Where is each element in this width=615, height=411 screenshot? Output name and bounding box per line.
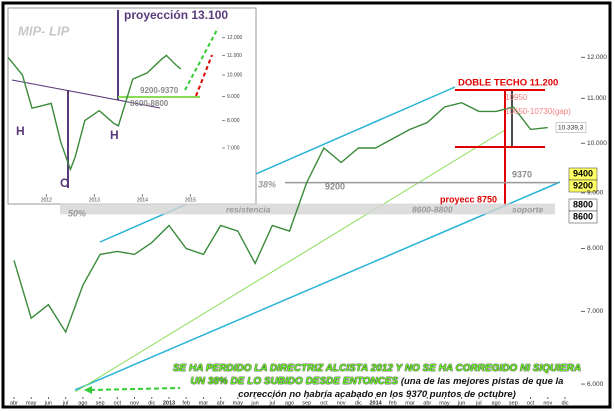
x-tick-label: ago (285, 400, 294, 406)
y-tick-label: 7.000 (587, 308, 604, 315)
arrow-head (84, 386, 92, 394)
y-tick-label: 11.000 (227, 53, 242, 59)
x-tick-label: oct (320, 400, 328, 406)
y-tick-label: 6.000 (587, 381, 604, 388)
arrow (89, 387, 181, 391)
neckline (11, 79, 161, 109)
x-tick-label: nov (130, 400, 139, 406)
y-tick-label: 12.000 (227, 35, 243, 41)
y-tick-label: 9.000 (587, 190, 604, 197)
x-tick-label: abr (10, 400, 18, 406)
x-tick-label: feb (389, 400, 397, 406)
x-tick-label: abr (217, 400, 225, 406)
x-tick-label: sep (96, 400, 105, 406)
x-tick-label: sep (302, 400, 311, 406)
x-tick-label: may (439, 400, 450, 406)
channel-lower (74, 181, 561, 391)
annotation: 38% (258, 179, 276, 189)
price-line (13, 101, 548, 334)
x-tick-label: sep (509, 400, 518, 406)
x-tick-label: 2015 (185, 197, 196, 203)
x-tick-label: may (233, 400, 244, 406)
x-tick-label: 2014 (137, 197, 148, 203)
y-tick-label: 10.000 (587, 140, 607, 147)
annotation: 8600-8800 (130, 99, 169, 108)
footnote: SE HA PERDIDO LA DIRECTRIZ ALCISTA 2012 … (172, 362, 582, 401)
annotation: 8600-8800 (412, 204, 453, 214)
x-tick-label: dic (148, 400, 155, 406)
annotation: resistencia (226, 204, 271, 214)
x-tick-label: jun (250, 400, 258, 406)
x-tick-label: oct (527, 400, 535, 406)
x-tick-label: may (26, 400, 37, 406)
annotation: 9200-9370 (140, 86, 179, 95)
level-label: 8800 (573, 199, 593, 209)
x-tick-label: 2014 (369, 400, 382, 406)
x-tick-label: abr (423, 400, 431, 406)
annotation: C (60, 176, 69, 190)
channel-upper (99, 86, 456, 243)
level-box (568, 210, 598, 224)
y-tick-label: 7.000 (227, 145, 240, 151)
annotation: 10650-10730(gap) (505, 107, 571, 116)
annotation: 10950 (505, 93, 528, 102)
arrow (195, 54, 213, 97)
x-tick-label: oct (114, 400, 122, 406)
price-line (7, 54, 182, 172)
annotation: DOBLE TECHO 11.200 (458, 78, 558, 89)
x-tick-label: mar (405, 400, 415, 406)
x-tick-label: ago (78, 400, 87, 406)
y-tick-label: 8.000 (587, 245, 604, 252)
x-tick-label: jun (44, 400, 52, 406)
y-tick-label: 12.000 (587, 54, 607, 61)
y-tick-label: 10.000 (227, 72, 243, 78)
x-tick-label: jul (475, 400, 482, 406)
x-tick-label: jul (62, 400, 69, 406)
support-band (60, 203, 555, 215)
inset: 7.000 8.000 9.000 10.000 11.000 12.000 2012 201… (7, 7, 257, 205)
annotation: H (16, 124, 25, 138)
x-tick-label: ago (492, 400, 501, 406)
x-tick-label: dic (355, 400, 362, 406)
level-label: 9400 (573, 168, 593, 178)
annotation: 9370 (512, 169, 532, 179)
x-tick-label: jul (269, 400, 276, 406)
y-tick-label: 8.000 (227, 118, 240, 124)
inset-frame (7, 7, 257, 205)
x-tick-label: jun (457, 400, 465, 406)
last-price-label: 10.339,3 (558, 124, 584, 131)
last-price-box (555, 122, 587, 133)
x-tick-label: 2013 (89, 197, 100, 203)
footnote-detail: (una de las mejores pistas de que la cor… (238, 376, 564, 400)
level-label: 8600 (573, 211, 593, 221)
annotation: 50% (68, 208, 86, 218)
trend-line (74, 129, 506, 393)
footnote-headline: SE HA PERDIDO LA DIRECTRIZ ALCISTA 2012 … (172, 363, 582, 387)
y-tick-label: 11.000 (587, 95, 607, 102)
level-box (568, 179, 598, 193)
x-tick-label: 2012 (41, 197, 52, 203)
x-tick-label: nov (337, 400, 346, 406)
x-tick-label: mar (199, 400, 209, 406)
annotation: soporte (512, 204, 543, 214)
annotation: H (110, 128, 119, 142)
annotation: proyección 13.100 (124, 8, 228, 22)
x-tick-label: nov (543, 400, 552, 406)
x-tick-label: 2013 (163, 400, 175, 406)
annotation: proyecc 8750 (440, 194, 497, 204)
arrow (184, 27, 219, 91)
annotation: 9200 (325, 181, 345, 191)
x-tick-label: feb (182, 400, 190, 406)
y-tick-label: 9.000 (227, 94, 240, 100)
annotation: MIP- LIP (18, 23, 70, 38)
level-label: 9200 (573, 180, 593, 190)
x-tick-label: dic (561, 400, 568, 406)
